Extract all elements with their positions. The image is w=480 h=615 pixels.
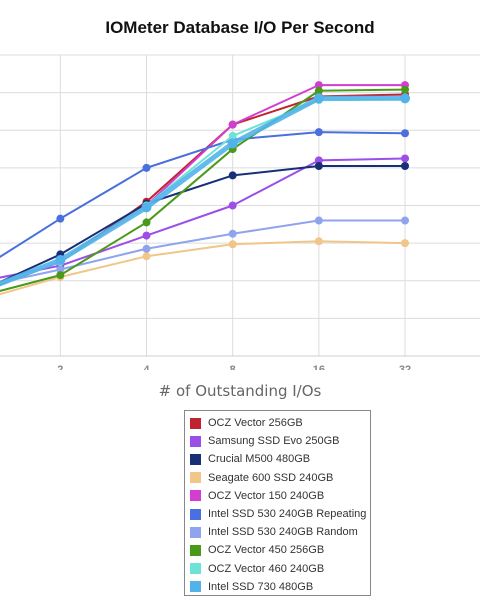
series-7 bbox=[0, 216, 410, 284]
legend-item: Samsung SSD Evo 250GB bbox=[190, 432, 370, 450]
legend: OCZ Vector 256GB Samsung SSD Evo 250GB Cru… bbox=[184, 410, 371, 596]
data-point bbox=[314, 81, 323, 90]
data-point bbox=[228, 229, 237, 238]
series-line bbox=[0, 219, 407, 284]
x-tick-label: 4 bbox=[143, 364, 150, 370]
data-point bbox=[314, 86, 323, 95]
data-point bbox=[56, 265, 65, 274]
legend-swatch bbox=[190, 581, 201, 593]
legend-item: Intel SSD 730 480GB bbox=[190, 578, 370, 596]
series-10 bbox=[0, 93, 411, 287]
data-point bbox=[313, 93, 324, 104]
data-point bbox=[314, 156, 323, 165]
legend-label: OCZ Vector 150 240GB bbox=[208, 489, 325, 502]
series-line bbox=[0, 157, 407, 279]
legend-item: OCZ Vector 256GB bbox=[190, 414, 370, 432]
data-point bbox=[228, 120, 237, 129]
legend-item: OCZ Vector 150 240GB bbox=[190, 487, 370, 505]
x-tick-label: 8 bbox=[230, 364, 236, 370]
line-chart-plot: 2 4 8 16 32 bbox=[0, 54, 480, 370]
x-tick-label: 16 bbox=[313, 364, 325, 370]
legend-swatch bbox=[190, 563, 201, 575]
x-axis-label: # of Outstanding I/Os bbox=[158, 382, 322, 400]
data-point bbox=[228, 171, 237, 180]
x-tick-label: 2 bbox=[57, 364, 63, 370]
data-point bbox=[401, 161, 410, 170]
legend-item: OCZ Vector 460 240GB bbox=[190, 560, 370, 578]
series-line bbox=[0, 95, 408, 287]
data-point bbox=[227, 138, 238, 149]
data-point bbox=[142, 218, 151, 227]
data-point bbox=[55, 255, 66, 266]
series-line bbox=[0, 164, 407, 284]
data-point bbox=[56, 271, 65, 280]
x-tick-labels: 2 4 8 16 32 bbox=[57, 364, 411, 370]
legend-label: Intel SSD 730 480GB bbox=[208, 580, 314, 593]
data-point bbox=[314, 216, 323, 225]
data-point bbox=[142, 231, 151, 240]
data-point bbox=[141, 202, 152, 213]
series-line bbox=[0, 88, 407, 292]
series-2 bbox=[0, 154, 410, 279]
legend-label: Crucial M500 480GB bbox=[208, 453, 311, 466]
legend-item: Crucial M500 480GB bbox=[190, 450, 370, 468]
legend-label: Intel SSD 530 240GB Random bbox=[208, 526, 358, 539]
legend-item: Intel SSD 530 240GB Random bbox=[190, 523, 370, 541]
legend-label: Intel SSD 530 240GB Repeating bbox=[208, 508, 367, 521]
series-line bbox=[0, 240, 407, 296]
legend-swatch bbox=[190, 417, 201, 429]
data-point bbox=[314, 128, 323, 137]
series-8 bbox=[0, 85, 410, 292]
data-point bbox=[142, 163, 151, 172]
data-point bbox=[314, 237, 323, 246]
legend-swatch bbox=[190, 544, 201, 556]
data-point bbox=[228, 201, 237, 210]
legend-label: Samsung SSD Evo 250GB bbox=[208, 435, 340, 448]
legend-item: Seagate 600 SSD 240GB bbox=[190, 469, 370, 487]
x-tick-label: 32 bbox=[399, 364, 411, 370]
legend-swatch bbox=[190, 508, 201, 520]
legend-label: Seagate 600 SSD 240GB bbox=[208, 471, 334, 484]
legend-swatch bbox=[190, 526, 201, 538]
data-point bbox=[228, 240, 237, 249]
data-point bbox=[228, 131, 237, 140]
data-point bbox=[142, 252, 151, 261]
legend-label: OCZ Vector 256GB bbox=[208, 417, 303, 430]
data-point bbox=[314, 161, 323, 170]
data-point bbox=[401, 129, 410, 138]
data-point bbox=[401, 239, 410, 248]
data-point bbox=[401, 85, 410, 94]
data-point bbox=[401, 154, 410, 163]
series-line bbox=[0, 131, 407, 259]
data-point bbox=[401, 216, 410, 225]
legend-item: Intel SSD 530 240GB Repeating bbox=[190, 505, 370, 523]
data-point bbox=[400, 93, 411, 104]
data-point bbox=[142, 244, 151, 253]
legend-label: OCZ Vector 450 256GB bbox=[208, 544, 325, 557]
data-point bbox=[56, 214, 65, 223]
legend-swatch bbox=[190, 490, 201, 502]
legend-label: OCZ Vector 460 240GB bbox=[208, 562, 325, 575]
series-layer bbox=[0, 81, 411, 296]
legend-swatch bbox=[190, 472, 201, 484]
legend-swatch bbox=[190, 453, 201, 465]
legend-swatch bbox=[190, 435, 201, 447]
legend-item: OCZ Vector 450 256GB bbox=[190, 541, 370, 559]
chart-title: IOMeter Database I/O Per Second bbox=[105, 18, 375, 37]
